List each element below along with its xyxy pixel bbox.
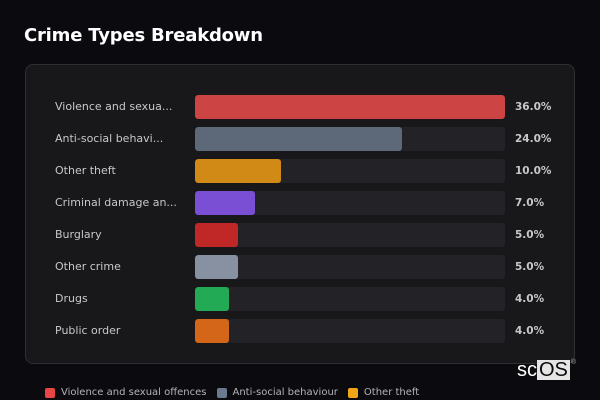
bar-value: 5.0% — [515, 261, 545, 273]
bar-fill[interactable] — [195, 159, 282, 183]
bar-track — [195, 159, 505, 183]
watermark-boxed: OS — [537, 359, 570, 381]
legend-item[interactable]: Violence and sexual offences — [45, 387, 207, 398]
legend-label: Anti-social behaviour — [232, 387, 338, 398]
bar-fill[interactable] — [195, 127, 402, 151]
legend-item[interactable]: Anti-social behaviour — [216, 387, 338, 398]
chart-card: Violence and sexua... 36.0% Anti-social be… — [25, 64, 575, 364]
legend-label: Violence and sexual offences — [61, 387, 207, 398]
bar-track — [195, 223, 505, 247]
registered-mark-icon: ® — [570, 359, 577, 366]
watermark-prefix: sc — [517, 359, 537, 381]
bar-label: Violence and sexua... — [55, 100, 173, 113]
bar-value: 7.0% — [515, 197, 545, 209]
bar-row[interactable]: Drugs 4.0% — [26, 287, 574, 311]
bar-label: Drugs — [55, 292, 88, 305]
bar-fill[interactable] — [195, 255, 239, 279]
chart-title: Crime Types Breakdown — [24, 25, 263, 46]
bar-label: Anti-social behavi... — [55, 132, 164, 145]
bar-fill[interactable] — [195, 191, 256, 215]
bar-track — [195, 319, 505, 343]
bar-label: Burglary — [55, 228, 102, 241]
legend-swatch-icon — [45, 387, 55, 398]
bar-row[interactable]: Other crime 5.0% — [26, 255, 574, 279]
legend-item[interactable]: Other theft — [347, 387, 420, 398]
bar-fill[interactable] — [195, 287, 230, 311]
bar-track — [195, 191, 505, 215]
bar-row[interactable]: Anti-social behavi... 24.0% — [26, 127, 574, 151]
bar-label: Other theft — [55, 164, 116, 177]
legend-swatch-icon — [216, 387, 227, 398]
bar-row[interactable]: Burglary 5.0% — [26, 223, 574, 247]
chart-legend: Violence and sexual offences Anti-social … — [45, 387, 429, 398]
bar-row[interactable]: Public order 4.0% — [26, 319, 574, 343]
bar-fill[interactable] — [195, 319, 230, 343]
bar-track — [195, 255, 505, 279]
bar-row[interactable]: Other theft 10.0% — [26, 159, 574, 183]
scos-watermark-logo: sc OS ® — [517, 359, 576, 382]
bar-fill[interactable] — [195, 223, 239, 247]
bar-label: Other crime — [55, 260, 121, 273]
bar-value: 10.0% — [515, 165, 552, 177]
bar-value: 5.0% — [515, 229, 545, 241]
bar-value: 36.0% — [515, 101, 552, 113]
bar-track — [195, 95, 505, 119]
bar-value: 4.0% — [515, 293, 545, 305]
bar-label: Criminal damage an... — [55, 196, 177, 209]
bar-value: 24.0% — [515, 133, 552, 145]
bar-fill[interactable] — [195, 95, 505, 119]
bar-track — [195, 127, 505, 151]
legend-swatch-icon — [347, 387, 358, 398]
legend-label: Other theft — [363, 387, 420, 398]
bar-track — [195, 287, 505, 311]
bar-row[interactable]: Violence and sexua... 36.0% — [26, 95, 574, 119]
bar-label: Public order — [55, 324, 121, 337]
bar-value: 4.0% — [515, 325, 545, 337]
bar-row[interactable]: Criminal damage an... 7.0% — [26, 191, 574, 215]
